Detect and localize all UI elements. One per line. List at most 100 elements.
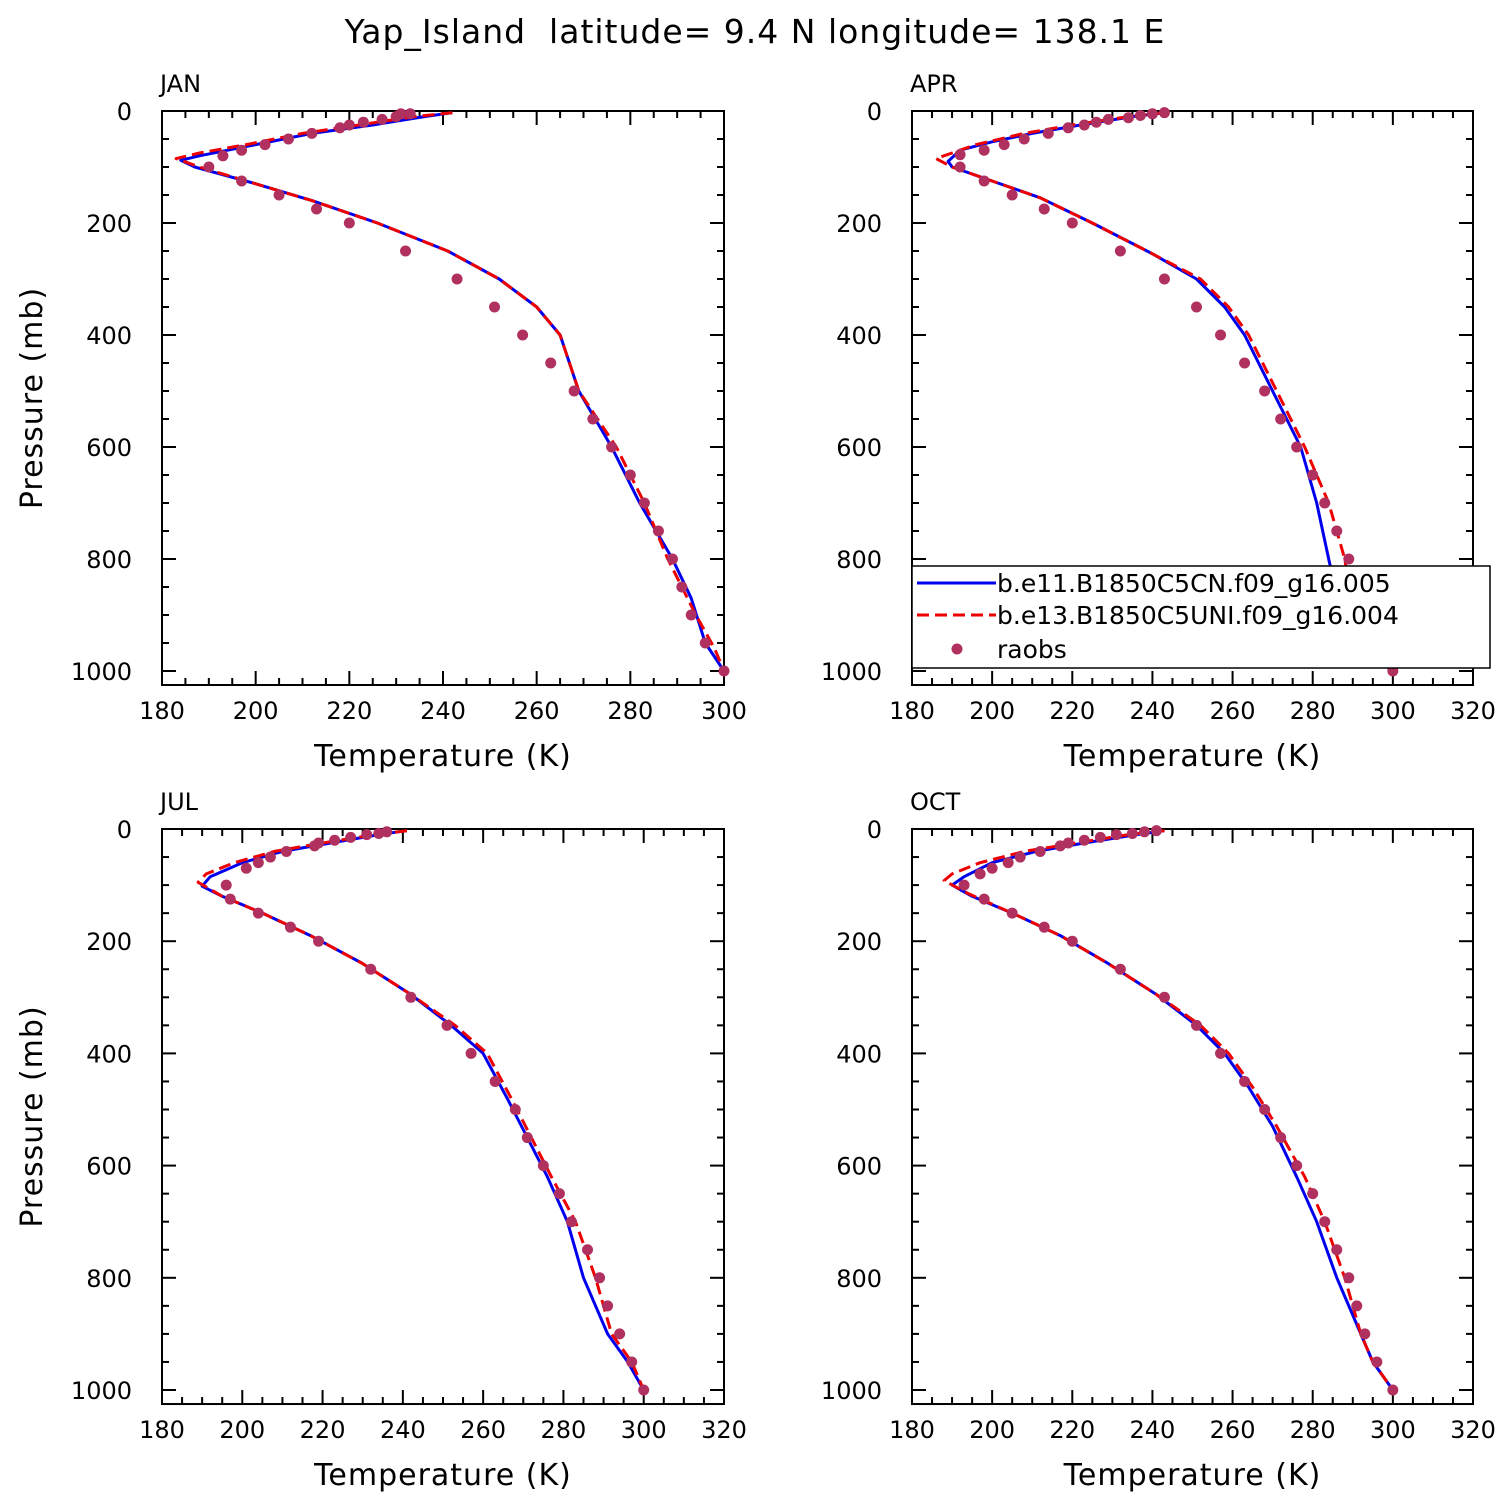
raobs-point: [1239, 357, 1251, 369]
raobs-point: [1291, 1160, 1303, 1172]
raobs-point: [365, 963, 377, 975]
raobs-point: [954, 149, 966, 161]
raobs-point: [306, 127, 318, 139]
x-tick-label: 300: [1370, 1416, 1416, 1444]
raobs-point: [978, 175, 990, 187]
raobs-point: [376, 113, 388, 125]
raobs-point: [602, 1300, 614, 1312]
panel-oct: 180 200 220 240 260 280 300 320 0 200 400 600 800 100…: [821, 788, 1496, 1493]
series-line-uni: [196, 829, 646, 1391]
x-tick-label: 260: [514, 697, 560, 725]
y-tick-label: 1000: [71, 658, 132, 686]
raobs-point: [1351, 1300, 1363, 1312]
raobs-point: [357, 116, 369, 128]
panel-label: JAN: [158, 70, 201, 98]
series-line-uni: [942, 829, 1395, 1391]
x-tick-label: 260: [460, 1416, 506, 1444]
panel-jul: 180 200 220 240 260 280 300 320 0 200 400 600 800 100…: [15, 788, 747, 1493]
raobs-point: [1006, 189, 1018, 201]
y-tick-label: 0: [867, 816, 882, 844]
y-axis-label: Pressure (mb): [15, 287, 50, 509]
raobs-point: [390, 111, 402, 123]
raobs-point: [638, 497, 650, 509]
raobs-point: [1146, 108, 1158, 120]
raobs-point: [405, 991, 417, 1003]
raobs-point: [1078, 834, 1090, 846]
series-line-uni: [174, 111, 726, 672]
raobs-point: [1138, 826, 1150, 838]
y-tick-label: 200: [836, 210, 882, 238]
raobs-point: [329, 834, 341, 846]
raobs-point: [1239, 1075, 1251, 1087]
raobs-point: [606, 441, 618, 453]
raobs-point: [465, 1047, 477, 1059]
x-tick-label: 300: [701, 697, 747, 725]
legend-label: b.e11.B1850C5CN.f09_g16.005: [997, 569, 1391, 598]
raobs-point: [1343, 553, 1355, 565]
series-line-cn: [179, 111, 726, 672]
series-raobs: [958, 825, 1399, 1396]
raobs-point: [1259, 385, 1271, 397]
raobs-point: [1066, 217, 1078, 229]
y-tick-label: 200: [86, 928, 132, 956]
plot-frame: [161, 110, 725, 686]
raobs-point: [1343, 1272, 1355, 1284]
raobs-point: [998, 139, 1010, 151]
y-tick-label: 1000: [71, 1377, 132, 1405]
raobs-point: [489, 301, 501, 313]
raobs-point: [280, 845, 292, 857]
raobs-point: [309, 840, 321, 852]
x-tick-label: 200: [969, 1416, 1015, 1444]
raobs-point: [236, 175, 248, 187]
raobs-point: [343, 217, 355, 229]
raobs-point: [361, 829, 373, 841]
raobs-point: [565, 1216, 577, 1228]
raobs-point: [441, 1019, 453, 1031]
raobs-point: [1126, 827, 1138, 839]
raobs-point: [1150, 825, 1162, 837]
y-tick-label: 800: [836, 1265, 882, 1293]
panel-label: OCT: [910, 788, 961, 816]
y-tick-label: 600: [836, 1153, 882, 1181]
raobs-point: [236, 144, 248, 156]
legend-label: raobs: [997, 635, 1067, 664]
legend: b.e11.B1850C5CN.f09_g16.005 b.e13.B1850C5…: [911, 565, 1491, 669]
y-tick-label: 400: [836, 322, 882, 350]
x-axis-label: Temperature (K): [313, 739, 572, 774]
raobs-point: [553, 1188, 565, 1200]
x-tick-label: 260: [1210, 1416, 1256, 1444]
y-tick-label: 600: [86, 1153, 132, 1181]
y-tick-label: 800: [86, 546, 132, 574]
raobs-point: [978, 144, 990, 156]
raobs-point: [282, 133, 294, 145]
raobs-point: [1331, 525, 1343, 537]
raobs-point: [1371, 1356, 1383, 1368]
raobs-point: [1062, 122, 1074, 134]
x-tick-label: 280: [1290, 1416, 1336, 1444]
x-tick-label: 220: [300, 1416, 346, 1444]
y-tick-label: 800: [86, 1265, 132, 1293]
raobs-point: [1158, 273, 1170, 285]
y-tick-label: 0: [117, 816, 132, 844]
y-tick-label: 1000: [821, 1377, 882, 1405]
x-tick-label: 200: [219, 1416, 265, 1444]
raobs-point: [1307, 469, 1319, 481]
x-tick-label: 220: [326, 697, 372, 725]
raobs-point: [334, 122, 346, 134]
raobs-point: [1006, 907, 1018, 919]
y-tick-label: 400: [836, 1040, 882, 1068]
y-tick-label: 200: [836, 928, 882, 956]
raobs-point: [217, 150, 229, 162]
panel-label: JUL: [158, 788, 199, 816]
x-axis-label: Temperature (K): [1063, 1458, 1322, 1493]
x-tick-label: 240: [1130, 697, 1176, 725]
raobs-point: [1134, 109, 1146, 121]
raobs-point: [1114, 245, 1126, 257]
plot-frame: [161, 828, 725, 1406]
raobs-point: [537, 1160, 549, 1172]
raobs-point: [1014, 851, 1026, 863]
raobs-point: [252, 857, 264, 869]
panel-label: APR: [910, 70, 958, 98]
x-tick-label: 220: [1049, 1416, 1095, 1444]
raobs-point: [594, 1272, 606, 1284]
